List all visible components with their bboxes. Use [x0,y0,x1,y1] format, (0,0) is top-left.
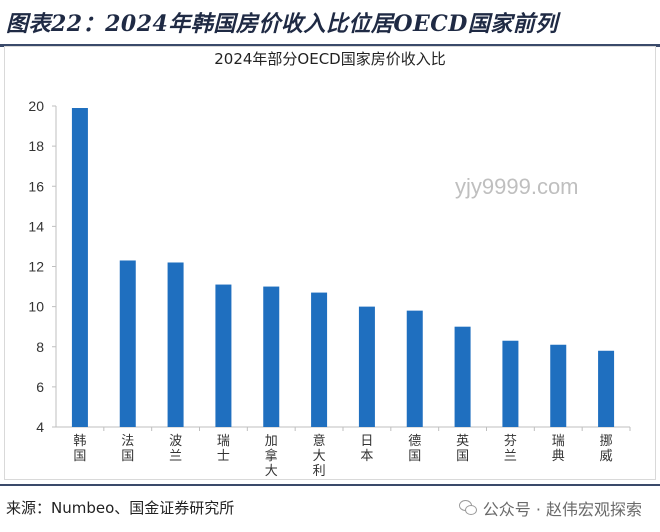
y-tick-label: 6 [36,379,44,395]
y-tick-label: 18 [28,138,44,154]
bar-10 [550,344,567,427]
bar-4 [263,286,280,427]
figure-title: 图表22：2024年韩国房价收入比位居OECD国家前列 [6,11,558,37]
bar-11 [598,350,615,427]
y-tick-label: 8 [36,339,44,355]
chart-frame [4,46,656,480]
y-tick-label: 20 [28,98,44,114]
chart-title: 2024年部分OECD国家房价收入比 [214,50,446,68]
bar-2 [167,262,184,427]
x-tick-label: 法国 [121,434,134,464]
watermark: yjy9999.com [455,174,579,199]
bar-3 [215,284,232,427]
wechat-account: 公众号 · 赵伟宏观探索 [458,496,642,520]
bar-0 [71,108,88,427]
bar-5 [311,292,328,427]
wechat-label: 公众号 · 赵伟宏观探索 [482,500,642,519]
y-tick-label: 14 [28,218,44,234]
bar-1 [119,260,136,427]
wechat-icon [458,500,477,516]
header: 图表22：2024年韩国房价收入比位居OECD国家前列 [0,0,660,47]
x-tick-label: 瑞士 [217,434,230,464]
x-tick-label: 意大利 [313,433,326,479]
x-tick-label: 波兰 [169,434,182,464]
source-note: 来源：Numbeo、国金证券研究所 [6,499,235,517]
bar-7 [406,310,423,427]
x-tick-label: 英国 [456,434,469,464]
x-tick-label: 韩国 [73,434,86,464]
y-tick-label: 12 [28,259,44,275]
footer-rule [0,484,660,486]
bar-9 [502,340,519,427]
bar-6 [358,306,375,427]
bar-8 [454,326,471,427]
x-tick-label: 芬兰 [504,434,517,464]
x-tick-label: 加拿大 [265,434,278,479]
x-tick-label: 德国 [408,434,421,464]
x-tick-label: 日本 [360,434,373,464]
y-tick-label: 16 [28,178,44,194]
y-tick-label: 10 [28,299,44,315]
y-tick-label: 4 [36,419,44,435]
x-tick-label: 瑞典 [552,434,565,464]
x-tick-label: 挪威 [600,434,613,464]
